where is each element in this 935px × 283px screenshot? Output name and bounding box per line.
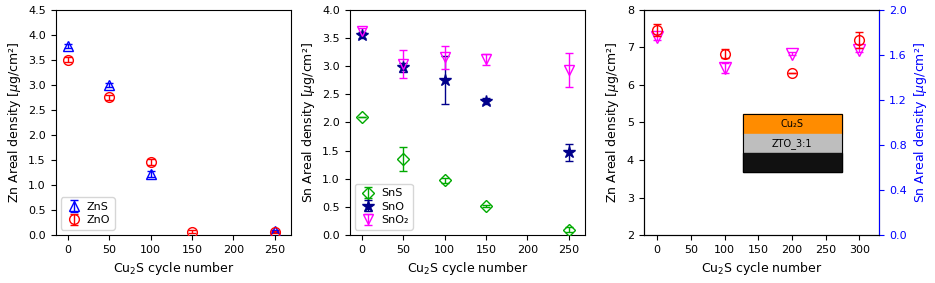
Bar xyxy=(742,134,842,153)
Text: Cu₂S: Cu₂S xyxy=(781,119,804,129)
Text: ZTO_3:1: ZTO_3:1 xyxy=(772,138,813,149)
Legend: SnS, SnO, SnO₂: SnS, SnO, SnO₂ xyxy=(355,184,412,230)
Bar xyxy=(742,114,842,172)
X-axis label: Cu$_2$S cycle number: Cu$_2$S cycle number xyxy=(700,260,823,277)
X-axis label: Cu$_2$S cycle number: Cu$_2$S cycle number xyxy=(407,260,528,277)
Bar xyxy=(742,153,842,172)
Y-axis label: Zn Areal density [$\mu$g/cm²]: Zn Areal density [$\mu$g/cm²] xyxy=(6,42,22,203)
Legend: ZnS, ZnO: ZnS, ZnO xyxy=(61,197,115,230)
X-axis label: Cu$_2$S cycle number: Cu$_2$S cycle number xyxy=(112,260,235,277)
Bar xyxy=(742,114,842,134)
Y-axis label: Sn Areal density [$\mu$g/cm²]: Sn Areal density [$\mu$g/cm²] xyxy=(299,42,317,203)
Y-axis label: Sn Areal density [$\mu$g/cm²]: Sn Areal density [$\mu$g/cm²] xyxy=(913,42,929,203)
Y-axis label: Zn Areal density [$\mu$g/cm²]: Zn Areal density [$\mu$g/cm²] xyxy=(604,42,622,203)
